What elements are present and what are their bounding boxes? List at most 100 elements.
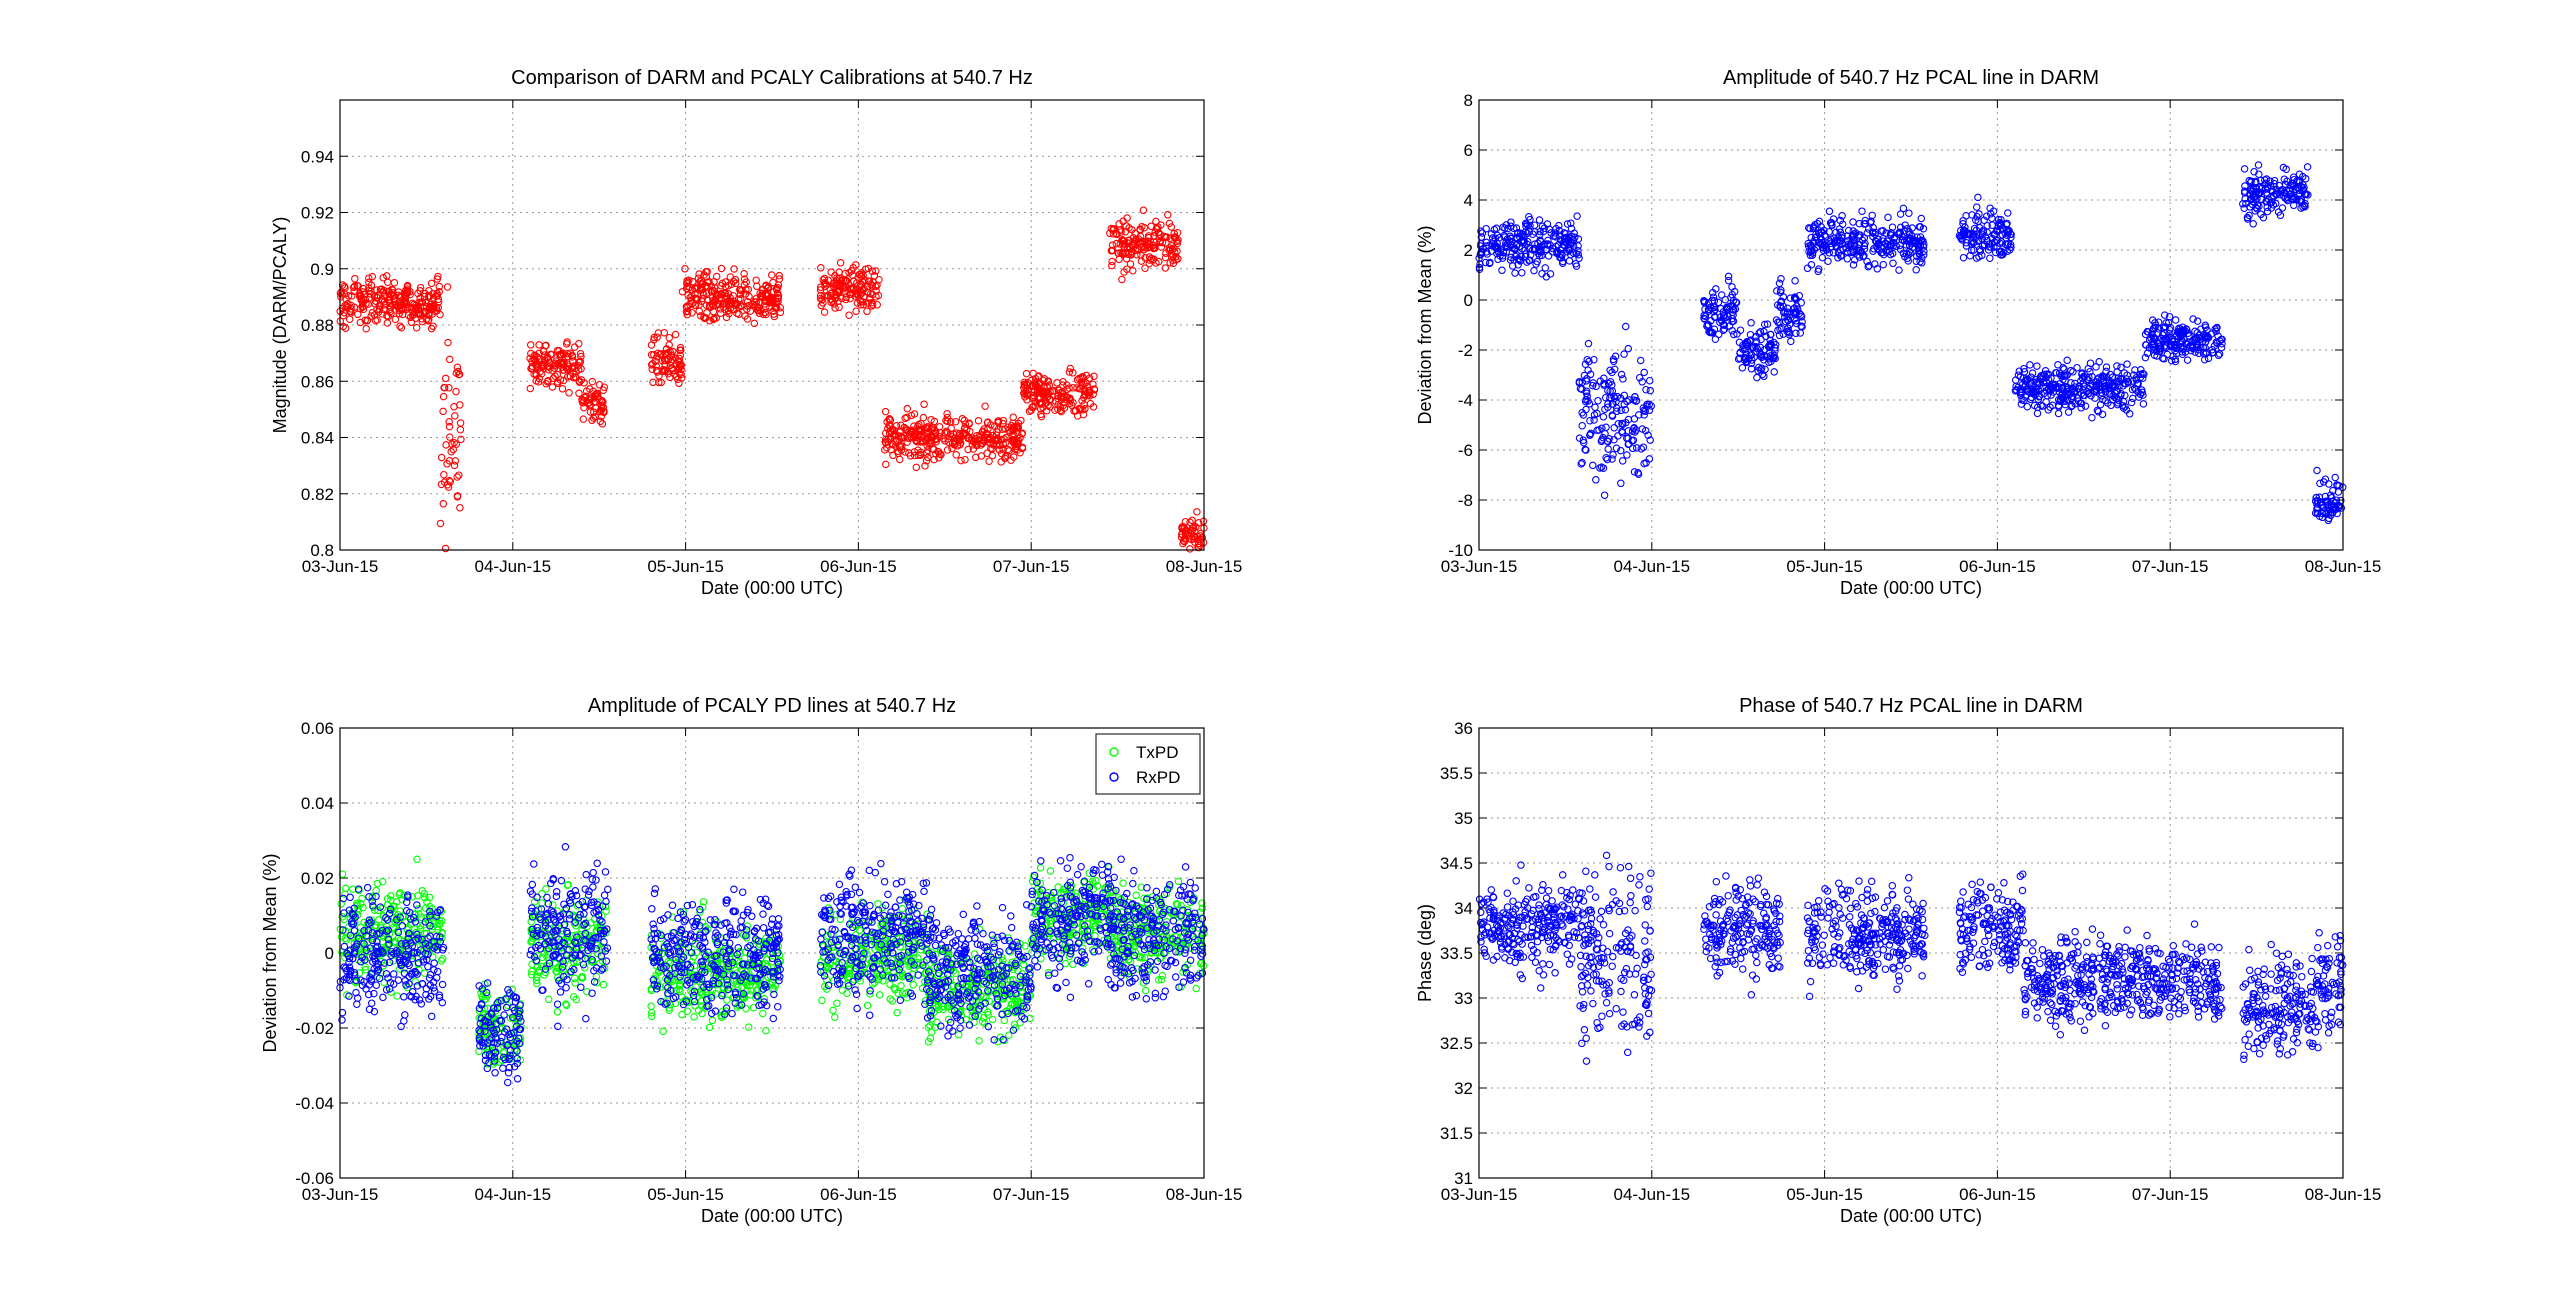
data-point: [403, 303, 411, 311]
data-point: [1525, 213, 1533, 221]
data-point: [830, 279, 838, 287]
data-point: [995, 446, 1004, 454]
data-point: [375, 302, 383, 310]
data-point: [868, 267, 877, 275]
data-point: [2004, 209, 2012, 217]
data-point: [1714, 298, 1723, 307]
data-point: [1770, 354, 1778, 362]
data-point: [1173, 228, 1182, 237]
data-point: [1513, 233, 1521, 242]
data-point: [1894, 230, 1903, 238]
y-tick-label: 0.92: [301, 204, 334, 223]
data-point: [1912, 257, 1921, 266]
data-point: [1979, 228, 1988, 236]
data-point: [896, 441, 905, 450]
data-point: [1756, 343, 1765, 352]
data-point: [1997, 215, 2005, 224]
data-point: [566, 349, 575, 358]
data-point: [1033, 387, 1042, 395]
data-point: [775, 271, 783, 280]
data-point: [1902, 241, 1910, 249]
data-point: [1972, 203, 1981, 211]
data-point: [445, 355, 454, 364]
data-point: [971, 435, 980, 443]
x-tick-label: 05-Jun-15: [1786, 557, 1863, 576]
data-point: [1525, 228, 1533, 236]
data-point: [426, 300, 435, 309]
data-point: [1646, 386, 1655, 395]
data-point: [1828, 221, 1836, 229]
data-point: [1871, 260, 1879, 268]
data-point: [383, 319, 392, 327]
data-point: [1786, 294, 1795, 302]
data-point: [999, 416, 1008, 425]
data-point: [455, 370, 463, 379]
data-point: [580, 379, 588, 387]
data-point: [682, 308, 691, 316]
data-point: [835, 288, 843, 296]
y-tick-label: 0.88: [301, 316, 334, 335]
data-point: [961, 455, 969, 464]
data-point: [1612, 444, 1621, 453]
data-point: [1045, 381, 1054, 390]
data-point: [1983, 236, 1991, 245]
data-point: [1638, 378, 1646, 386]
data-point: [1126, 260, 1135, 268]
data-point: [581, 393, 589, 402]
data-point: [450, 461, 459, 470]
data-point: [1879, 260, 1888, 269]
data-point: [1010, 436, 1018, 444]
data-point: [1746, 330, 1755, 339]
data-point: [2123, 360, 2131, 368]
data-point: [773, 289, 782, 298]
data-point: [341, 324, 350, 332]
data-point: [1773, 287, 1781, 295]
data-point: [1124, 239, 1132, 247]
data-point: [831, 271, 839, 280]
data-point: [1597, 463, 1606, 471]
data-point: [1815, 217, 1824, 226]
data-point: [665, 333, 674, 342]
data-point: [717, 295, 725, 303]
y-tick-label: -10: [1448, 541, 1473, 560]
data-point: [1646, 436, 1654, 444]
data-point: [1090, 386, 1099, 394]
data-point: [740, 269, 748, 278]
data-point: [445, 476, 454, 485]
data-point: [1514, 261, 1522, 269]
data-point: [864, 299, 872, 307]
data-point: [889, 451, 897, 460]
data-point: [1640, 459, 1648, 468]
data-point: [1991, 230, 1999, 239]
data-point: [1152, 217, 1160, 226]
data-point: [1915, 223, 1924, 231]
data-point: [737, 287, 746, 295]
data-point: [1918, 259, 1926, 267]
data-point: [1715, 330, 1723, 339]
data-point: [1608, 368, 1616, 377]
data-point: [1613, 407, 1621, 416]
data-point: [943, 417, 952, 426]
data-point: [712, 272, 721, 281]
data-point: [588, 416, 596, 425]
data-point: [725, 309, 733, 318]
data-point: [2028, 369, 2037, 377]
data-point: [881, 429, 890, 437]
data-point: [457, 435, 465, 444]
data-point: [952, 451, 960, 459]
data-point: [1958, 236, 1966, 244]
data-point: [574, 361, 583, 370]
data-point: [414, 289, 422, 298]
data-point: [1869, 229, 1877, 237]
data-point: [951, 417, 960, 426]
data-point: [735, 285, 744, 294]
plot-area: 03-Jun-15 04-Jun-15 05-Jun-15 06-Jun-15 07-J…: [301, 99, 1242, 576]
data-point: [1613, 392, 1622, 401]
data-point: [1811, 233, 1820, 242]
data-point: [821, 279, 830, 288]
data-point: [1059, 381, 1067, 389]
data-point: [385, 297, 393, 305]
data-point: [443, 283, 452, 291]
data-point: [1602, 423, 1610, 432]
data-point: [1592, 382, 1600, 391]
